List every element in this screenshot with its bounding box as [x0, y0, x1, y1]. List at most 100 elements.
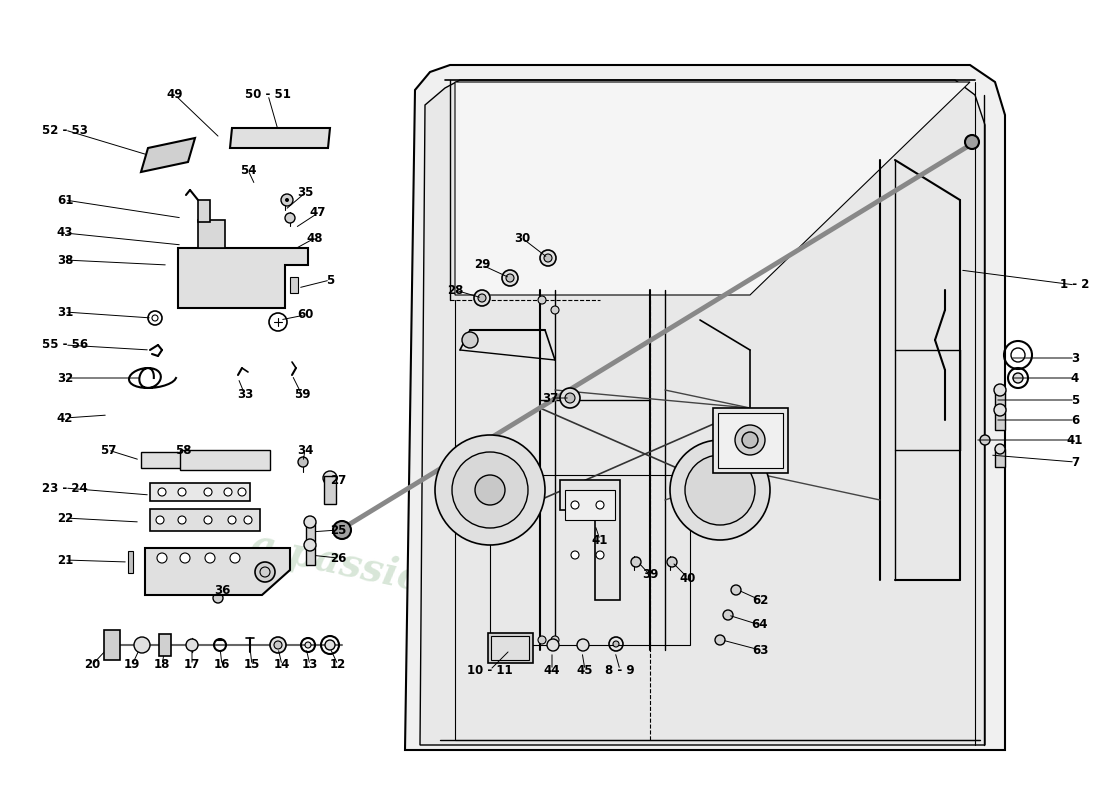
Circle shape [596, 501, 604, 509]
Text: 58: 58 [175, 443, 191, 457]
Text: 32: 32 [57, 371, 73, 385]
Circle shape [452, 452, 528, 528]
Text: 19: 19 [124, 658, 140, 671]
Circle shape [715, 635, 725, 645]
Circle shape [670, 440, 770, 540]
Circle shape [994, 404, 1006, 416]
Text: 26: 26 [330, 551, 346, 565]
Text: 63: 63 [751, 643, 768, 657]
Circle shape [158, 488, 166, 496]
Text: 12: 12 [330, 658, 346, 671]
Circle shape [631, 557, 641, 567]
Circle shape [980, 435, 990, 445]
Circle shape [324, 640, 336, 650]
Circle shape [560, 388, 580, 408]
Text: 28: 28 [447, 283, 463, 297]
Bar [996, 449, 1005, 467]
Circle shape [205, 553, 214, 563]
Circle shape [613, 641, 619, 647]
Text: 35: 35 [297, 186, 313, 199]
Text: 22: 22 [57, 511, 73, 525]
Text: 49: 49 [167, 89, 184, 102]
Text: 30: 30 [514, 231, 530, 245]
Text: 6: 6 [1071, 414, 1079, 426]
Text: 64: 64 [751, 618, 768, 631]
Circle shape [434, 435, 544, 545]
Text: 13: 13 [301, 658, 318, 671]
Text: 62: 62 [751, 594, 768, 606]
Polygon shape [420, 80, 984, 745]
Circle shape [571, 551, 579, 559]
Text: 5: 5 [326, 274, 334, 286]
Circle shape [305, 642, 311, 648]
Text: 15: 15 [244, 658, 261, 671]
Bar [491, 636, 529, 660]
Circle shape [134, 637, 150, 653]
Polygon shape [145, 548, 290, 595]
Bar [128, 551, 132, 573]
Polygon shape [230, 128, 330, 148]
Polygon shape [141, 138, 195, 172]
Circle shape [732, 585, 741, 595]
Text: 14: 14 [274, 658, 290, 671]
Text: 38: 38 [57, 254, 74, 266]
Circle shape [304, 539, 316, 551]
Bar [713, 407, 788, 473]
Text: 45: 45 [576, 663, 593, 677]
Text: 59: 59 [294, 389, 310, 402]
Circle shape [186, 639, 198, 651]
Circle shape [280, 194, 293, 206]
Circle shape [157, 553, 167, 563]
Text: 31: 31 [57, 306, 73, 318]
Bar [324, 476, 336, 504]
Circle shape [298, 457, 308, 467]
Circle shape [270, 637, 286, 653]
Text: a passion b: a passion b [246, 526, 494, 614]
Bar [104, 630, 120, 660]
Circle shape [996, 444, 1005, 454]
Text: 4: 4 [1071, 371, 1079, 385]
Text: 57: 57 [100, 443, 117, 457]
Text: 8 - 9: 8 - 9 [605, 663, 635, 677]
Circle shape [565, 393, 575, 403]
Polygon shape [565, 490, 615, 520]
Text: 37: 37 [542, 391, 558, 405]
Text: 50 - 51: 50 - 51 [245, 89, 290, 102]
Text: 25: 25 [330, 523, 346, 537]
Circle shape [285, 213, 295, 223]
Circle shape [685, 455, 755, 525]
Text: 44: 44 [543, 663, 560, 677]
Circle shape [502, 270, 518, 286]
Text: 18: 18 [154, 658, 170, 671]
Bar [150, 483, 250, 501]
Bar [996, 390, 1005, 410]
Circle shape [244, 516, 252, 524]
Circle shape [178, 488, 186, 496]
Text: 23 - 24: 23 - 24 [42, 482, 88, 494]
Circle shape [544, 254, 552, 262]
Circle shape [540, 250, 556, 266]
Circle shape [994, 384, 1006, 396]
Circle shape [230, 553, 240, 563]
Circle shape [578, 639, 588, 651]
Bar [290, 277, 298, 293]
Circle shape [551, 636, 559, 644]
Circle shape [742, 432, 758, 448]
Circle shape [965, 135, 979, 149]
Text: 52 - 53: 52 - 53 [42, 123, 88, 137]
Circle shape [228, 516, 236, 524]
Circle shape [333, 521, 351, 539]
Circle shape [213, 593, 223, 603]
Bar [996, 410, 1005, 430]
Circle shape [723, 610, 733, 620]
Polygon shape [198, 200, 210, 222]
Circle shape [735, 425, 764, 455]
Text: 41: 41 [1067, 434, 1084, 446]
Circle shape [667, 557, 676, 567]
Text: 42: 42 [57, 411, 74, 425]
Bar [306, 522, 315, 542]
Circle shape [551, 306, 559, 314]
Bar [490, 475, 690, 645]
Bar [150, 509, 260, 531]
Text: 61: 61 [57, 194, 74, 206]
